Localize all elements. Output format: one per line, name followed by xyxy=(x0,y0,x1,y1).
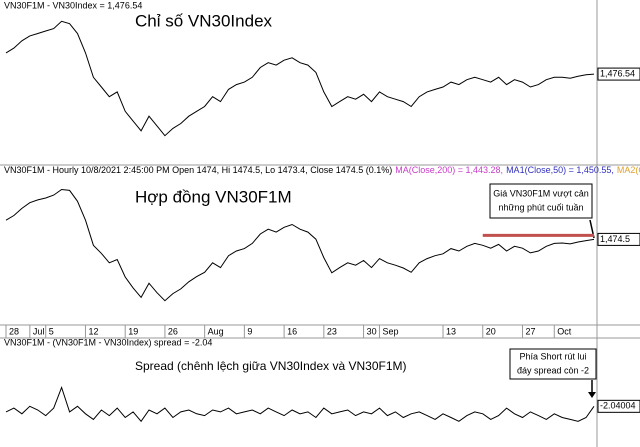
x-tick-label: 20 xyxy=(486,326,496,336)
arrow-head xyxy=(588,392,596,398)
panel-title: Hợp đồng VN30F1M xyxy=(135,187,292,206)
x-tick-label: 30 xyxy=(367,326,377,336)
x-tick-label: 23 xyxy=(327,326,337,336)
price-line xyxy=(5,386,595,423)
x-tick-label: 26 xyxy=(168,326,178,336)
annotation: đáy spread còn -2 xyxy=(517,365,589,375)
annotation: Phía Short rút lui xyxy=(519,351,586,361)
last-value-box xyxy=(597,232,640,246)
last-value-box xyxy=(597,67,640,81)
last-value-label: 1,476.54 xyxy=(600,68,635,78)
panel-header: VN30F1M - VN30Index = 1,476.54 xyxy=(4,0,142,10)
x-tick-label: Sep xyxy=(382,326,398,336)
panel-header: VN30F1M - Hourly 10/8/2021 2:45:00 PM Op… xyxy=(4,165,640,175)
x-tick-label: Aug xyxy=(208,326,224,336)
x-tick-label: 28 xyxy=(9,326,19,336)
price-line xyxy=(5,20,595,137)
annotation-box xyxy=(509,348,597,380)
x-tick-label: 5 xyxy=(49,326,54,336)
annotation: Giá VN30F1M vượt cản xyxy=(493,188,588,198)
x-tick-label: Jul xyxy=(33,326,45,336)
header-text: VN30F1M - Hourly 10/8/2021 2:45:00 PM Op… xyxy=(4,165,392,175)
annotation: những phút cuối tuần xyxy=(498,202,583,212)
x-tick-label: 27 xyxy=(525,326,535,336)
x-tick-label: 12 xyxy=(88,326,98,336)
x-tick-label: Oct xyxy=(557,326,572,336)
x-tick-label: 16 xyxy=(287,326,297,336)
panel-header: VN30F1M - (VN30F1M - VN30Index) spread =… xyxy=(4,337,212,347)
x-tick-label: 13 xyxy=(446,326,456,336)
indicator: MA(Close,200) = 1,443.28, xyxy=(395,165,503,175)
price-line xyxy=(5,188,595,302)
x-tick-label: 19 xyxy=(128,326,138,336)
last-value-label: 1,474.5 xyxy=(600,234,630,244)
indicator: MA2(Close,20) = 1,457.8 xyxy=(617,165,640,175)
annotation-box xyxy=(489,183,593,219)
panel-title: Spread (chênh lệch giữa VN30Index và VN3… xyxy=(135,359,407,373)
x-tick-label: 9 xyxy=(247,326,252,336)
last-value-box xyxy=(597,399,640,413)
last-value-label: -2.04004 xyxy=(600,401,636,411)
indicator: MA1(Close,50) = 1,450.55, xyxy=(506,165,614,175)
panel-title: Chỉ số VN30Index xyxy=(135,11,273,30)
